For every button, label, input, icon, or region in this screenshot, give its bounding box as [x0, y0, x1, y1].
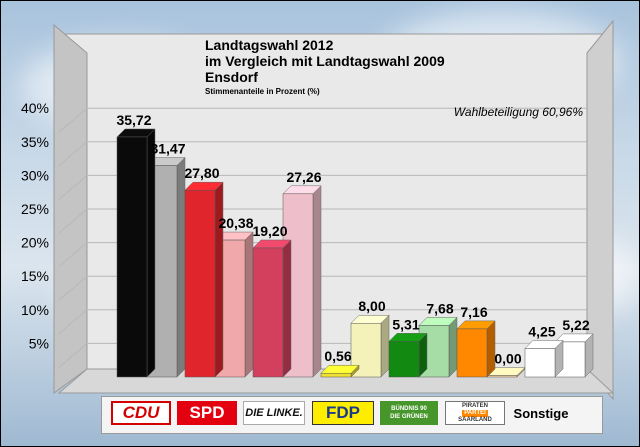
data-label-2009: 7,68 [426, 300, 453, 316]
y-tick-label: 15% [21, 268, 49, 284]
chart-title: Landtagswahl 2012 [205, 37, 334, 53]
logo-piraten: PIRATEN PARTEI SAARLAND [445, 401, 505, 425]
gridline-side [58, 242, 88, 267]
turnout-annotation: Wahlbeteiligung 60,96% [453, 105, 583, 119]
data-label-2012: 35,72 [116, 112, 151, 128]
bars [116, 128, 594, 378]
gridline-side [58, 175, 88, 200]
bar-2012 [184, 181, 224, 378]
data-label-2012: 19,20 [252, 223, 287, 239]
data-label-2012: 0,56 [324, 348, 351, 364]
data-label-2009: 27,26 [286, 169, 321, 185]
y-tick-label: 25% [21, 201, 49, 217]
chart-left-wall [53, 23, 88, 394]
data-label-2009: 0,00 [494, 351, 521, 367]
y-tick-label: 10% [21, 302, 49, 318]
data-label-2012: 5,31 [392, 316, 419, 332]
bar-2012 [116, 128, 156, 378]
y-tick-label: 30% [21, 167, 49, 183]
logo-piraten-line3: SAARLAND [458, 416, 492, 423]
data-label-2012: 27,80 [184, 165, 219, 181]
logo-fdp: FDP [312, 401, 374, 425]
data-label-2009: 20,38 [218, 215, 253, 231]
y-tick-label: 20% [21, 235, 49, 251]
logo-cdu: CDU [111, 401, 171, 425]
gridline-side [58, 141, 88, 167]
logo-piraten-line1: PIRATEN [462, 402, 488, 409]
gridline-side [58, 343, 88, 368]
logo-spd: SPD [177, 401, 237, 425]
gridline-side [58, 107, 88, 133]
logo-gruene-line2: DIE GRÜNEN [390, 414, 428, 420]
gridline-side [58, 275, 88, 301]
data-label-2009: 31,47 [150, 141, 185, 157]
logo-gruene-line1: BÜNDNIS 90 [391, 406, 427, 412]
bar-2012 [388, 332, 428, 378]
logo-piraten-line2: PARTEI [462, 409, 488, 417]
chart-subtitle: im Vergleich mit Landtagswahl 2009 [205, 53, 445, 69]
gridline-side [58, 208, 88, 234]
y-tick-label: 40% [21, 100, 49, 116]
y-axis-label: Stimmenanteile in Prozent (%) [205, 87, 320, 96]
logo-gruene: BÜNDNIS 90 DIE GRÜNEN [380, 401, 438, 425]
gridline-side [58, 309, 88, 335]
data-label-2009: 8,00 [358, 298, 385, 314]
bar-2012 [320, 364, 360, 378]
data-label-2009: 5,22 [562, 317, 589, 333]
data-label-2012: 7,16 [460, 304, 487, 320]
bar-2012 [524, 339, 564, 378]
chart-right-wall [586, 19, 614, 401]
bar-2012 [456, 320, 496, 378]
logo-sonstige: Sonstige [513, 405, 569, 421]
y-axis-ticks: 5% 10% 15% 20% 25% 30% 35% 40% [21, 100, 49, 351]
data-label-2012: 4,25 [528, 323, 555, 339]
y-tick-label: 5% [29, 335, 49, 351]
logo-linke: DIE LINKE. [243, 401, 305, 425]
bar-2009 [554, 333, 594, 378]
y-tick-label: 35% [21, 134, 49, 150]
bar-2012 [252, 239, 292, 378]
chart-location: Ensdorf [205, 69, 258, 85]
